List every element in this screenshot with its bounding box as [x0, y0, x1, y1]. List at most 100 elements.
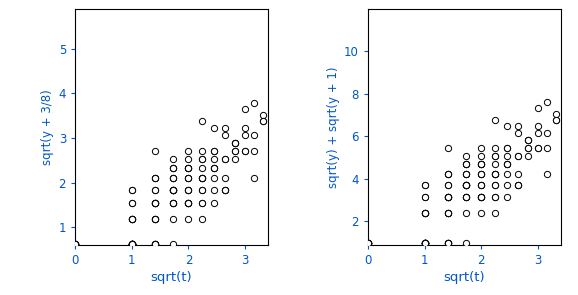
Point [420, 182, 429, 187]
Point [490, 182, 499, 187]
Point [443, 195, 453, 199]
Point [71, 242, 80, 247]
Point [151, 201, 160, 205]
Point [443, 182, 453, 187]
Point [461, 172, 470, 176]
Point [443, 240, 453, 245]
Point [169, 217, 178, 222]
Point [197, 176, 206, 181]
Point [513, 124, 523, 129]
Point [364, 240, 373, 245]
Point [364, 240, 373, 245]
Point [502, 195, 512, 199]
Point [151, 242, 160, 247]
Point [169, 187, 178, 192]
Point [364, 240, 373, 245]
Point [502, 162, 512, 167]
Point [220, 133, 229, 137]
Point [477, 195, 486, 199]
Point [127, 242, 136, 247]
Point [513, 153, 523, 158]
Point [461, 182, 470, 187]
X-axis label: sqrt(t): sqrt(t) [151, 271, 192, 284]
Point [71, 242, 80, 247]
Point [420, 240, 429, 245]
Point [231, 140, 240, 145]
Point [151, 187, 160, 192]
Point [477, 195, 486, 199]
Point [490, 153, 499, 158]
Point [524, 153, 533, 158]
Point [513, 153, 523, 158]
Point [197, 157, 206, 161]
Point [420, 240, 429, 245]
Point [151, 242, 160, 247]
Point [420, 240, 429, 245]
Point [231, 148, 240, 153]
Point [461, 153, 470, 158]
Point [502, 124, 512, 129]
Point [240, 106, 250, 111]
Point [184, 148, 193, 153]
Point [127, 217, 136, 222]
Point [420, 240, 429, 245]
Point [184, 187, 193, 192]
Point [490, 162, 499, 167]
Point [490, 210, 499, 215]
Point [127, 201, 136, 205]
Point [169, 176, 178, 181]
Point [71, 242, 80, 247]
Point [209, 166, 218, 171]
Point [184, 201, 193, 205]
Point [127, 242, 136, 247]
Point [209, 166, 218, 171]
Point [209, 148, 218, 153]
Point [543, 100, 552, 104]
Point [151, 176, 160, 181]
Point [477, 195, 486, 199]
Point [169, 166, 178, 171]
Point [551, 117, 561, 122]
Point [420, 182, 429, 187]
Point [513, 172, 523, 176]
Point [420, 240, 429, 245]
Point [127, 217, 136, 222]
Point [502, 182, 512, 187]
Point [420, 240, 429, 245]
Point [461, 182, 470, 187]
Point [502, 145, 512, 150]
Point [184, 166, 193, 171]
Point [209, 201, 218, 205]
Point [184, 217, 193, 222]
Point [524, 145, 533, 150]
Point [443, 195, 453, 199]
Point [490, 145, 499, 150]
Point [513, 182, 523, 187]
Point [477, 195, 486, 199]
Point [420, 240, 429, 245]
Point [151, 176, 160, 181]
Point [127, 242, 136, 247]
Point [420, 240, 429, 245]
Point [364, 240, 373, 245]
Point [209, 126, 218, 130]
Point [477, 162, 486, 167]
Point [240, 148, 250, 153]
Point [502, 162, 512, 167]
Point [461, 210, 470, 215]
Point [477, 145, 486, 150]
Point [127, 242, 136, 247]
Point [477, 182, 486, 187]
Point [461, 182, 470, 187]
Point [169, 176, 178, 181]
Point [477, 162, 486, 167]
Point [461, 162, 470, 167]
Point [443, 172, 453, 176]
Point [477, 195, 486, 199]
Point [461, 182, 470, 187]
Point [461, 195, 470, 199]
Point [151, 201, 160, 205]
Point [71, 242, 80, 247]
Point [477, 172, 486, 176]
Point [420, 210, 429, 215]
